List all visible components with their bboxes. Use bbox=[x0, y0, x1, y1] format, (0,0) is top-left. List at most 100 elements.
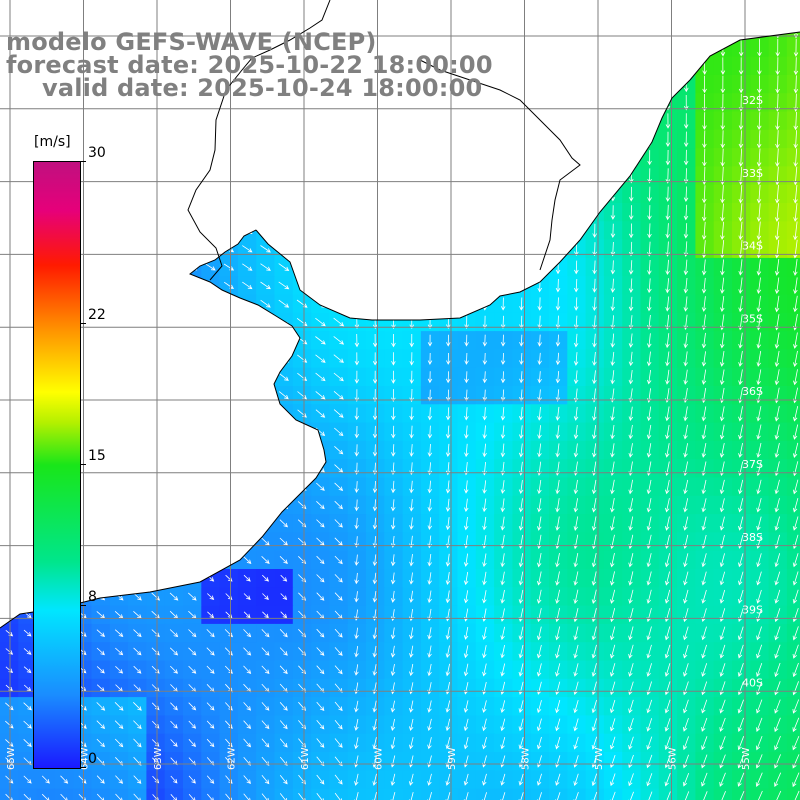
wind-arrow bbox=[169, 410, 179, 417]
wind-speed-cell bbox=[256, 788, 276, 800]
wind-speed-cell bbox=[512, 56, 532, 76]
wind-arrow bbox=[4, 118, 15, 124]
wind-speed-cell bbox=[219, 788, 239, 800]
wind-speed-cell bbox=[256, 495, 276, 515]
wind-arrow bbox=[629, 131, 634, 147]
wind-arrow bbox=[665, 479, 670, 495]
wind-arrow bbox=[628, 553, 634, 568]
wind-arrow bbox=[409, 150, 415, 165]
wind-speed-cell bbox=[786, 166, 800, 186]
wind-arrow bbox=[500, 407, 506, 421]
wind-arrow bbox=[409, 499, 414, 512]
wind-arrow bbox=[628, 516, 634, 531]
wind-arrow bbox=[628, 736, 634, 750]
wind-arrow bbox=[205, 245, 216, 253]
wind-arrow bbox=[720, 221, 725, 240]
wind-arrow bbox=[628, 241, 634, 257]
wind-arrow bbox=[169, 172, 180, 179]
wind-speed-cell bbox=[366, 184, 385, 204]
wind-arrow bbox=[170, 665, 178, 674]
wind-speed-cell bbox=[146, 239, 166, 259]
wind-speed-cell bbox=[786, 74, 800, 94]
wind-arrow bbox=[446, 114, 451, 128]
longitude-label: 57W bbox=[594, 747, 605, 770]
wind-arrow bbox=[278, 153, 290, 161]
wind-arrow bbox=[260, 427, 271, 436]
wind-speed-cell bbox=[549, 38, 568, 58]
wind-arrow bbox=[792, 571, 799, 586]
wind-speed-cell bbox=[402, 203, 422, 222]
wind-arrow bbox=[646, 681, 652, 696]
wind-speed-cell bbox=[183, 276, 202, 296]
wind-arrow bbox=[683, 113, 689, 129]
wind-arrow bbox=[738, 112, 744, 131]
wind-arrow bbox=[242, 373, 253, 381]
wind-arrow bbox=[23, 501, 32, 509]
wind-speed-cell bbox=[109, 349, 129, 369]
wind-arrow bbox=[702, 32, 707, 39]
wind-arrow bbox=[464, 371, 469, 384]
wind-speed-cell bbox=[183, 166, 202, 186]
wind-arrow bbox=[427, 205, 433, 220]
wind-arrow bbox=[519, 352, 524, 365]
wind-speed-cell bbox=[786, 386, 800, 405]
wind-speed-cell bbox=[91, 788, 111, 800]
wind-arrow bbox=[224, 665, 233, 674]
wind-arrow bbox=[427, 297, 433, 311]
wind-arrow bbox=[628, 589, 634, 604]
wind-arrow bbox=[333, 208, 345, 217]
wind-speed-cell bbox=[164, 349, 184, 369]
wind-speed-cell bbox=[786, 32, 800, 39]
wind-arrow bbox=[169, 209, 180, 216]
wind-arrow bbox=[464, 516, 469, 531]
wind-arrow bbox=[774, 350, 780, 368]
wind-speed-cell bbox=[549, 239, 568, 259]
wind-arrow bbox=[537, 224, 543, 238]
wind-speed-cell bbox=[0, 203, 19, 222]
wind-arrow bbox=[296, 244, 308, 253]
wind-speed-cell bbox=[183, 422, 202, 442]
wind-speed-cell bbox=[201, 495, 221, 515]
wind-arrow bbox=[41, 118, 52, 124]
wind-arrow bbox=[188, 665, 197, 674]
wind-arrow bbox=[628, 443, 634, 458]
wind-arrow bbox=[665, 223, 670, 239]
wind-arrow bbox=[591, 699, 597, 714]
wind-arrow bbox=[609, 663, 616, 677]
wind-speed-cell bbox=[658, 74, 678, 94]
wind-arrow bbox=[756, 644, 763, 659]
wind-arrow bbox=[223, 300, 234, 308]
wind-arrow bbox=[518, 425, 524, 440]
wind-arrow bbox=[333, 244, 345, 253]
wind-arrow bbox=[792, 735, 800, 751]
wind-arrow bbox=[187, 300, 198, 307]
wind-arrow bbox=[738, 295, 743, 313]
wind-speed-cell bbox=[457, 148, 477, 167]
wind-speed-cell bbox=[237, 129, 257, 149]
wind-arrow bbox=[132, 428, 142, 436]
wind-arrow bbox=[592, 370, 597, 385]
wind-speed-cell bbox=[347, 276, 367, 296]
colorbar-tick-label: 15 bbox=[88, 448, 106, 464]
wind-arrow bbox=[610, 278, 616, 293]
wind-arrow bbox=[537, 389, 542, 402]
wind-speed-cell bbox=[54, 788, 74, 800]
wind-speed-cell bbox=[311, 276, 330, 296]
wind-arrow bbox=[737, 717, 744, 732]
wind-speed-cell bbox=[219, 532, 239, 552]
wind-arrow bbox=[555, 589, 560, 604]
wind-arrow bbox=[409, 590, 414, 603]
wind-arrow bbox=[592, 333, 597, 348]
wind-speed-cell bbox=[786, 367, 800, 387]
wind-speed-cell bbox=[402, 294, 422, 314]
wind-arrow bbox=[756, 332, 762, 349]
longitude-label: 61W bbox=[300, 747, 311, 770]
wind-arrow bbox=[793, 57, 799, 76]
wind-speed-cell bbox=[622, 74, 642, 94]
wind-arrow bbox=[518, 736, 524, 750]
wind-arrow bbox=[464, 150, 470, 165]
wind-arrow bbox=[168, 136, 180, 142]
wind-arrow bbox=[96, 209, 106, 215]
wind-speed-cell bbox=[402, 788, 422, 800]
